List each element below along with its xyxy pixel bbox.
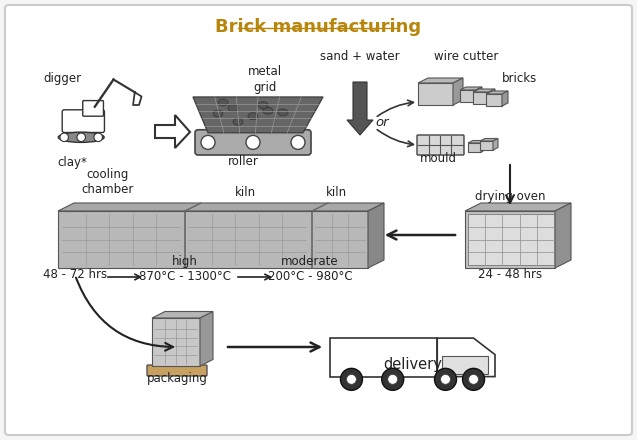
Polygon shape (502, 91, 508, 106)
Circle shape (347, 374, 356, 384)
Text: bricks: bricks (502, 72, 537, 85)
Polygon shape (555, 203, 571, 268)
Polygon shape (473, 92, 489, 104)
Circle shape (246, 136, 260, 149)
FancyBboxPatch shape (195, 130, 311, 155)
Circle shape (77, 133, 85, 142)
Polygon shape (58, 203, 384, 211)
Circle shape (201, 136, 215, 149)
FancyBboxPatch shape (147, 365, 207, 376)
Text: moderate
200°C - 980°C: moderate 200°C - 980°C (268, 255, 352, 283)
FancyBboxPatch shape (5, 5, 632, 435)
Polygon shape (152, 318, 200, 366)
Circle shape (291, 136, 305, 149)
Text: kiln: kiln (234, 186, 255, 199)
Ellipse shape (213, 110, 223, 117)
Circle shape (441, 374, 450, 384)
Polygon shape (476, 87, 482, 102)
Polygon shape (453, 78, 463, 105)
Circle shape (340, 368, 362, 390)
Text: 24 - 48 hrs: 24 - 48 hrs (478, 268, 542, 281)
Ellipse shape (228, 105, 238, 111)
Polygon shape (480, 139, 498, 141)
Text: high
870°C - 1300°C: high 870°C - 1300°C (139, 255, 231, 283)
Text: metal
grid: metal grid (248, 65, 282, 94)
Polygon shape (460, 90, 476, 102)
Circle shape (388, 374, 397, 384)
Polygon shape (465, 211, 555, 268)
Polygon shape (347, 82, 373, 135)
Ellipse shape (263, 107, 273, 114)
Circle shape (434, 368, 457, 390)
Ellipse shape (233, 118, 243, 125)
Polygon shape (468, 143, 481, 152)
Polygon shape (418, 83, 453, 105)
Polygon shape (465, 203, 571, 211)
Text: sand + water: sand + water (320, 50, 400, 63)
FancyBboxPatch shape (62, 110, 104, 132)
Circle shape (60, 133, 68, 142)
FancyBboxPatch shape (330, 338, 437, 377)
Circle shape (469, 374, 478, 384)
Polygon shape (418, 78, 463, 83)
Ellipse shape (278, 109, 288, 116)
Text: delivery: delivery (383, 356, 443, 371)
Polygon shape (473, 89, 495, 92)
Text: mould: mould (420, 152, 457, 165)
Text: or: or (375, 116, 389, 129)
Polygon shape (368, 203, 384, 268)
Circle shape (382, 368, 404, 390)
Ellipse shape (218, 99, 228, 106)
Polygon shape (152, 312, 213, 318)
Ellipse shape (258, 102, 268, 109)
Polygon shape (486, 91, 508, 94)
Polygon shape (489, 89, 495, 104)
Text: drying oven: drying oven (475, 190, 545, 203)
Text: wire cutter: wire cutter (434, 50, 498, 63)
Text: 48 - 72 hrs: 48 - 72 hrs (43, 268, 107, 281)
Polygon shape (480, 141, 493, 150)
Text: digger: digger (43, 72, 81, 85)
FancyBboxPatch shape (468, 214, 554, 265)
Polygon shape (58, 211, 368, 268)
Polygon shape (468, 140, 486, 143)
Polygon shape (442, 356, 489, 374)
Text: packaging: packaging (147, 372, 208, 385)
Circle shape (462, 368, 485, 390)
Polygon shape (200, 312, 213, 366)
Polygon shape (155, 115, 190, 148)
Ellipse shape (58, 132, 104, 143)
Text: clay*: clay* (57, 156, 87, 169)
Polygon shape (437, 338, 495, 377)
FancyBboxPatch shape (417, 135, 464, 155)
Text: roller: roller (227, 155, 259, 168)
Circle shape (94, 133, 103, 142)
FancyBboxPatch shape (83, 101, 103, 116)
Polygon shape (493, 139, 498, 150)
Polygon shape (481, 140, 486, 152)
Polygon shape (486, 94, 502, 106)
Text: kiln: kiln (326, 186, 347, 199)
Text: Brick manufacturing: Brick manufacturing (215, 18, 421, 36)
Polygon shape (460, 87, 482, 90)
Text: cooling
chamber: cooling chamber (82, 168, 134, 196)
Ellipse shape (248, 113, 258, 120)
Polygon shape (193, 97, 323, 133)
